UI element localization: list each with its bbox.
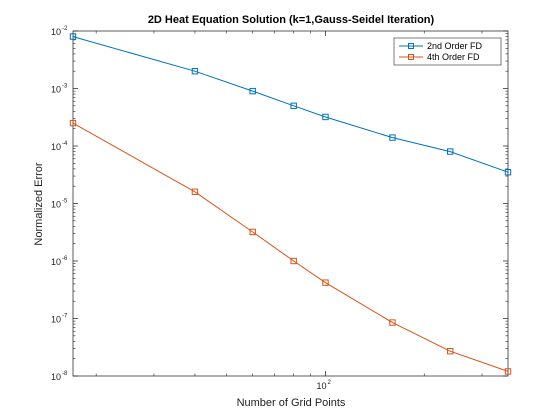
y-tick-label-base: 10 — [51, 200, 61, 210]
y-tick-label-exponent: -3 — [62, 84, 68, 90]
y-tick-label-base: 10 — [51, 315, 61, 325]
series-2-point — [447, 347, 454, 355]
plot-area: 10 -810 -710 -610 -510 -410 -310 -210 2 — [51, 26, 512, 391]
y-tick-label: 10 -8 — [51, 371, 68, 382]
y-tick-label: 10 -5 — [51, 199, 68, 210]
legend-box — [393, 37, 502, 66]
y-tick-label: 10 -4 — [51, 141, 68, 152]
y-tick-label-exponent: -8 — [62, 371, 68, 377]
y-tick-label-base: 10 — [51, 372, 61, 382]
series-1-point — [504, 169, 512, 176]
series-2-point — [69, 119, 77, 127]
x-axis-label: Number of Grid Points — [237, 397, 346, 409]
y-tick-label: 10 -2 — [51, 26, 68, 37]
legend-item: 2nd Order FD — [399, 41, 483, 51]
legend-marker — [408, 43, 414, 49]
legend-label: 2nd Order FD — [427, 41, 483, 51]
series-2-point — [290, 257, 297, 265]
x-tick-label: 10 2 — [316, 380, 331, 391]
legend-item: 4th Order FD — [399, 52, 480, 62]
y-tick-label-base: 10 — [51, 257, 61, 267]
y-tick-label-base: 10 — [51, 85, 61, 95]
series-line-1 — [72, 36, 509, 173]
y-tick-label-exponent: -5 — [62, 199, 68, 205]
series-2-point — [249, 228, 256, 236]
y-tick-label-exponent: -4 — [62, 141, 68, 147]
y-tick-label-exponent: -2 — [62, 26, 68, 32]
series-2-point — [191, 188, 199, 195]
y-tick-label-exponent: -6 — [62, 256, 68, 262]
series-2-point — [389, 319, 396, 326]
x-tick-label-exponent: 2 — [327, 380, 331, 386]
y-tick-label: 10 -3 — [51, 84, 68, 95]
chart-title: 2D Heat Equation Solution (k=1,Gauss-Sei… — [148, 14, 435, 26]
y-axis-label: Normalized Error — [33, 162, 45, 245]
y-tick-label: 10 -6 — [51, 256, 68, 267]
y-tick-label-base: 10 — [51, 142, 61, 152]
x-tick-label-base: 10 — [316, 381, 326, 391]
series-1-point — [69, 33, 77, 40]
y-tick-label: 10 -7 — [51, 314, 68, 325]
series-1-point — [191, 67, 199, 75]
series-1-point — [249, 87, 256, 95]
series-2-point — [504, 368, 512, 375]
series-1-point — [447, 148, 454, 155]
series-1-point — [389, 134, 396, 141]
axes-box — [72, 30, 509, 377]
legend-label: 4th Order FD — [427, 52, 480, 62]
series-1-point — [290, 102, 297, 110]
legend-marker — [408, 54, 414, 60]
y-tick-label-exponent: -7 — [62, 314, 68, 320]
series-line-2 — [72, 122, 509, 372]
series-1-point — [322, 113, 329, 121]
series-2-point — [322, 279, 329, 286]
y-tick-label-base: 10 — [51, 27, 61, 37]
